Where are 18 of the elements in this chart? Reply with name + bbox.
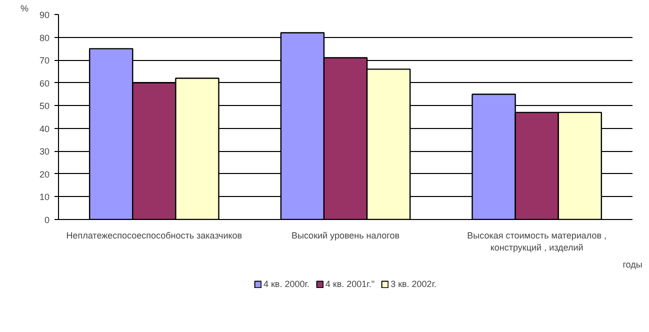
y-tick-label: 90 [39, 10, 50, 20]
legend-label: 4 кв. 2000г. [263, 279, 310, 289]
y-tick-label: 80 [39, 32, 50, 43]
x-tick-label: Высокий уровень налогов [291, 230, 400, 240]
y-axis-title: % [20, 4, 29, 14]
legend-label: 3 кв. 2002г. [390, 279, 437, 289]
y-tick-label: 0 [44, 215, 50, 225]
y-tick-label: 30 [39, 146, 50, 157]
y-tick-label: 60 [39, 78, 50, 88]
x-axis-title: годы [622, 260, 642, 270]
x-tick-label: Неплатежеспосоеспособность заказчиков [66, 230, 242, 240]
x-tick-label: Высокая стоимость материалов , конструкций , изделий [467, 230, 607, 252]
legend-label: 4 кв. 2001г." [325, 279, 375, 289]
y-tick-label: 50 [39, 101, 50, 112]
y-tick-label: 20 [39, 169, 50, 180]
y-tick-label: 10 [39, 192, 50, 202]
y-tick-label: 70 [39, 56, 50, 66]
y-tick-label: 40 [39, 124, 50, 134]
